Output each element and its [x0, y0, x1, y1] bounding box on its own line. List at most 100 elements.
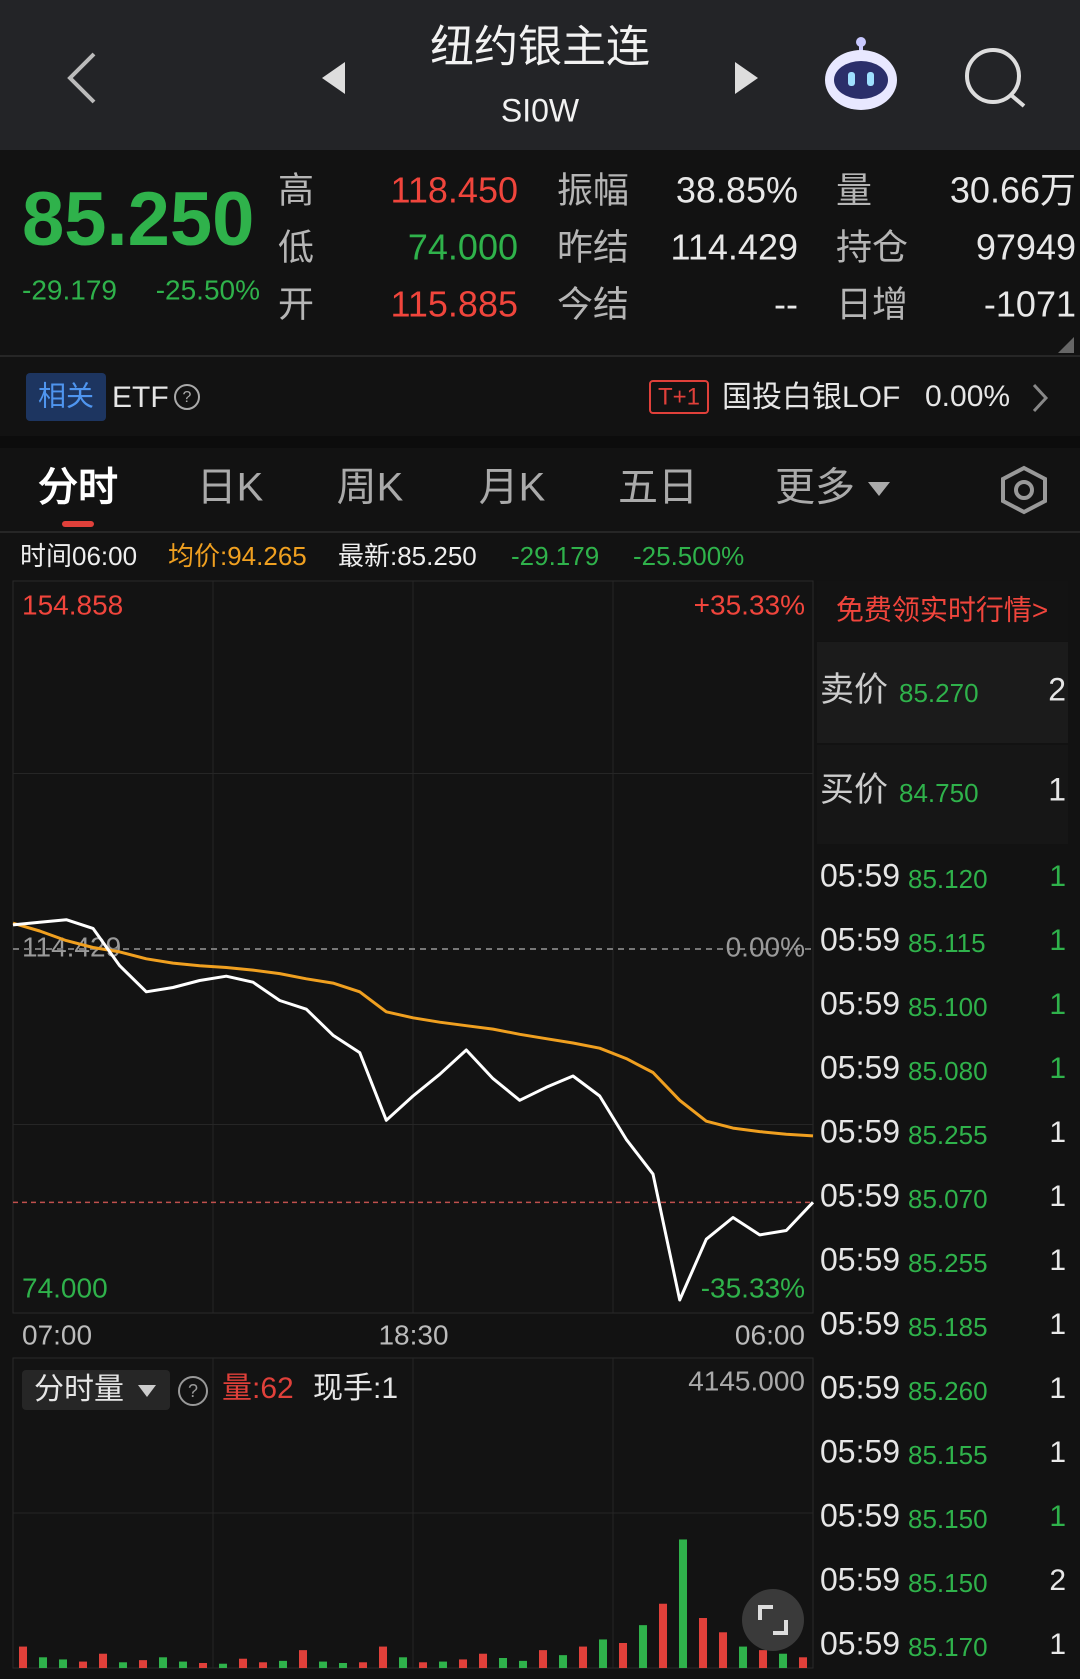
y2-tick-label: 0.00% — [726, 931, 805, 962]
tab[interactable]: 周K — [337, 466, 404, 510]
etf-label: ETF — [112, 381, 169, 414]
stat-value: -1071 — [984, 284, 1076, 325]
volume-bar — [639, 1625, 647, 1668]
tab[interactable]: 五日 — [618, 466, 698, 510]
volume-bar — [619, 1643, 627, 1668]
volume-bar — [559, 1655, 567, 1668]
stat-label: 今结 — [557, 284, 629, 325]
volume-bar — [259, 1662, 267, 1668]
volume-bar — [579, 1646, 587, 1668]
trade-qty: 1 — [1049, 1308, 1066, 1341]
trade-time: 05:59 — [820, 1561, 900, 1597]
volume-bar — [679, 1539, 687, 1668]
series-line — [12, 921, 814, 1138]
help-icon[interactable]: ? — [178, 1376, 208, 1406]
promo-box — [817, 581, 1068, 641]
volume-bar — [599, 1639, 607, 1668]
volume-bar — [299, 1650, 307, 1668]
trade-time: 05:59 — [820, 1049, 900, 1085]
stat-label: 持仓 — [836, 227, 908, 268]
trade-qty: 1 — [1049, 1500, 1066, 1533]
tab[interactable]: 分时 — [38, 466, 118, 510]
volume-bar — [339, 1663, 347, 1668]
stat-value: 74.000 — [408, 227, 518, 268]
settings-icon[interactable] — [1001, 465, 1047, 515]
trade-time: 05:59 — [820, 1369, 900, 1405]
info-avg: 均价:94.265 — [168, 541, 307, 571]
trade-price: 85.155 — [908, 1440, 988, 1470]
volume-bar — [519, 1660, 527, 1668]
stat-label: 振幅 — [557, 170, 629, 211]
next-button[interactable] — [735, 62, 758, 94]
y-tick-label: 4145.000 — [688, 1365, 805, 1396]
trade-qty: 1 — [1049, 1436, 1066, 1469]
stat-value: -- — [774, 284, 798, 325]
selector-arrow[interactable] — [138, 1385, 156, 1397]
etf-name[interactable]: 国投白银LOF — [722, 381, 900, 414]
etf-tag: 相关 — [38, 380, 94, 411]
volume-bar — [279, 1660, 287, 1668]
y2-tick-label: -35.33% — [701, 1272, 805, 1303]
volume-label: 量:62 — [222, 1372, 294, 1405]
volume-bar — [99, 1653, 107, 1668]
volume-bar — [179, 1661, 187, 1668]
svg-text:?: ? — [183, 389, 192, 406]
stat-value: 30.66万 — [950, 170, 1076, 211]
trade-qty: 1 — [1049, 988, 1066, 1021]
quote-qty: 2 — [1048, 671, 1066, 707]
trade-price: 85.185 — [908, 1312, 988, 1342]
tab[interactable]: 日K — [197, 466, 264, 510]
stat-value: 97949 — [976, 227, 1076, 268]
help-icon[interactable]: ? — [174, 384, 200, 410]
etf-tag-box — [26, 373, 106, 421]
volume-selector[interactable]: 分时量 — [34, 1373, 124, 1406]
quote-label: 卖价 — [820, 671, 888, 709]
assistant-icon[interactable] — [825, 37, 897, 110]
trade-price: 85.170 — [908, 1632, 988, 1662]
code: SI0W — [501, 92, 580, 128]
promo[interactable]: 免费领实时行情> — [836, 594, 1048, 625]
back-button[interactable] — [67, 52, 96, 104]
bid-row-bg — [817, 745, 1068, 844]
search-button[interactable] — [965, 48, 1026, 108]
prev-button[interactable] — [322, 62, 345, 94]
quote-label: 买价 — [820, 771, 888, 809]
volume-bar — [539, 1650, 547, 1668]
trade-qty: 1 — [1049, 1244, 1066, 1277]
trade-qty: 1 — [1049, 1052, 1066, 1085]
volume-bar — [779, 1653, 787, 1668]
expand-button[interactable] — [742, 1589, 804, 1651]
tab[interactable]: 月K — [479, 466, 546, 510]
trade-price: 85.120 — [908, 864, 988, 894]
trade-time: 05:59 — [820, 1497, 900, 1533]
y-tick-label: 154.858 — [22, 589, 123, 620]
chevron[interactable] — [1032, 383, 1049, 413]
etf-badge: T+1 — [658, 383, 700, 410]
trade-time: 05:59 — [820, 857, 900, 893]
volume-bar — [719, 1632, 727, 1668]
info-time: 时间06:00 — [20, 541, 137, 571]
svg-text:?: ? — [188, 1381, 198, 1401]
volume-bar — [219, 1663, 227, 1668]
more-arrow[interactable] — [868, 482, 890, 496]
stat-value: 118.450 — [391, 170, 518, 211]
trade-price: 85.150 — [908, 1504, 988, 1534]
trade-qty: 1 — [1049, 1180, 1066, 1213]
stat-value: 114.429 — [671, 227, 798, 268]
stat-label: 日增 — [836, 284, 908, 325]
last-price: 85.250 — [22, 177, 254, 262]
volume-bar — [379, 1646, 387, 1668]
tab[interactable]: 更多 — [775, 466, 855, 510]
quote-price: 85.270 — [899, 678, 979, 708]
trade-time: 05:59 — [820, 1113, 900, 1149]
volume-selector-box[interactable] — [22, 1370, 170, 1410]
trade-time: 05:59 — [820, 1433, 900, 1469]
series-line — [12, 918, 815, 1302]
price-change: -29.179 — [22, 274, 117, 305]
tab-indicator — [62, 521, 94, 527]
x-tick-label: 07:00 — [22, 1319, 92, 1350]
trade-price: 85.260 — [908, 1376, 988, 1406]
volume-bar — [59, 1659, 67, 1668]
